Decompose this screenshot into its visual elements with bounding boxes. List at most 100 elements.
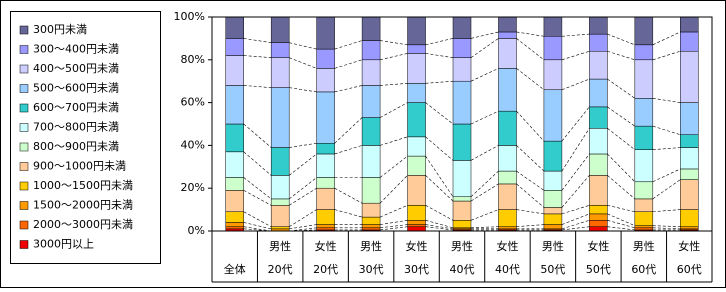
legend-label: 400～500円未満	[33, 62, 119, 75]
connector-line	[561, 153, 590, 191]
y-tick-label: 80%	[181, 53, 205, 66]
bar-segment	[543, 89, 563, 142]
bar-segment	[498, 38, 517, 69]
bar-segment	[589, 226, 608, 232]
bar-segment	[498, 209, 517, 227]
bar-segment	[316, 153, 335, 178]
x-tick-label: 30代	[359, 263, 384, 276]
x-tick-label: 男性	[360, 239, 382, 253]
bar-segment	[270, 57, 290, 88]
legend-label: 300円未満	[33, 23, 87, 36]
bar-segment	[452, 123, 472, 161]
connector-line	[652, 225, 681, 228]
bar-segment	[680, 16, 699, 33]
connector-line	[380, 83, 408, 86]
bar-segment	[225, 151, 244, 178]
bar-segment	[452, 16, 472, 39]
bar-segment	[634, 225, 654, 229]
x-tick-label: 20代	[268, 263, 293, 276]
x-tick-label: 60代	[631, 263, 656, 276]
connector-line	[470, 68, 499, 82]
legend-label: 1500～2000円未満	[33, 199, 133, 212]
x-tick-label: 30代	[404, 263, 429, 276]
bar-segment	[407, 83, 426, 103]
bar-segment	[225, 123, 244, 153]
bar-segment	[680, 50, 699, 103]
bar-segment	[361, 85, 381, 118]
legend-label: 1000～1500円未満	[33, 179, 133, 192]
bar-segment	[316, 143, 335, 155]
bar-segment	[543, 140, 563, 172]
bar-segment	[270, 198, 290, 206]
bar-segment	[680, 147, 699, 170]
bar-segment	[589, 50, 608, 80]
bar-segment	[589, 128, 608, 155]
connector-line	[516, 224, 544, 228]
bar-segment	[680, 134, 699, 148]
bar-segment	[452, 160, 472, 198]
bar-segment	[270, 205, 290, 227]
bar-segment	[543, 190, 563, 208]
bar-segment	[452, 220, 472, 229]
bar-segment	[680, 168, 699, 180]
bar-segment	[316, 68, 335, 93]
bar-segment	[543, 207, 563, 215]
connector-line	[470, 170, 499, 197]
bar-segment	[634, 211, 654, 226]
bar-segment	[361, 59, 381, 86]
bar-segment	[634, 16, 654, 46]
bar-segment	[316, 187, 335, 210]
legend-label: 600～700円未満	[33, 101, 119, 114]
legend-swatch	[19, 123, 29, 132]
legend-box	[10, 11, 161, 264]
connector-line	[379, 175, 408, 204]
bar-segment	[225, 85, 244, 125]
bar-segment	[680, 102, 699, 135]
legend-swatch	[19, 142, 29, 152]
bar-segment	[270, 147, 290, 176]
connector-line	[334, 117, 363, 144]
connector-line	[289, 187, 317, 206]
bar-segment	[498, 110, 517, 146]
bar-segment	[680, 226, 699, 230]
connector-line	[516, 170, 545, 191]
legend-label: 3000円以上	[33, 238, 94, 251]
bar-segment	[225, 177, 244, 191]
bar-segment	[543, 16, 563, 37]
y-tick-label: 40%	[181, 138, 205, 151]
bar-segment	[452, 196, 472, 202]
legend-label: 900～1000円未満	[33, 160, 126, 173]
bar-segment	[361, 202, 381, 218]
bar-segment	[589, 153, 608, 176]
x-tick-label: 女性	[406, 239, 428, 253]
bar-segment	[316, 48, 335, 69]
bar-segment	[361, 40, 381, 61]
bar-segment	[407, 226, 426, 232]
legend-swatch	[19, 103, 29, 113]
bar-segment	[361, 145, 381, 178]
connector-line	[516, 110, 545, 142]
connector-line	[516, 183, 545, 208]
bar-segment	[316, 224, 335, 229]
bar-segment	[407, 205, 426, 221]
bar-segment	[225, 55, 244, 86]
connector-line	[243, 177, 272, 200]
bar-segment	[316, 177, 335, 189]
bar-segment	[407, 136, 426, 157]
bar-segment	[407, 155, 426, 176]
x-tick-label: 40代	[495, 263, 520, 276]
connector-line	[470, 145, 499, 161]
bar-segment	[498, 183, 517, 210]
x-tick-label: 男性	[269, 239, 291, 253]
bar-segment	[361, 16, 381, 41]
bar-segment	[225, 16, 244, 39]
legend-swatch	[19, 201, 29, 210]
connector-line	[607, 78, 635, 99]
connector-line	[516, 38, 545, 61]
bar-segment	[452, 80, 472, 125]
connector-line	[425, 80, 454, 84]
connector-line	[425, 175, 454, 202]
bar-segment	[543, 213, 563, 225]
bar-segment	[225, 222, 244, 227]
bar-segment	[225, 211, 244, 223]
